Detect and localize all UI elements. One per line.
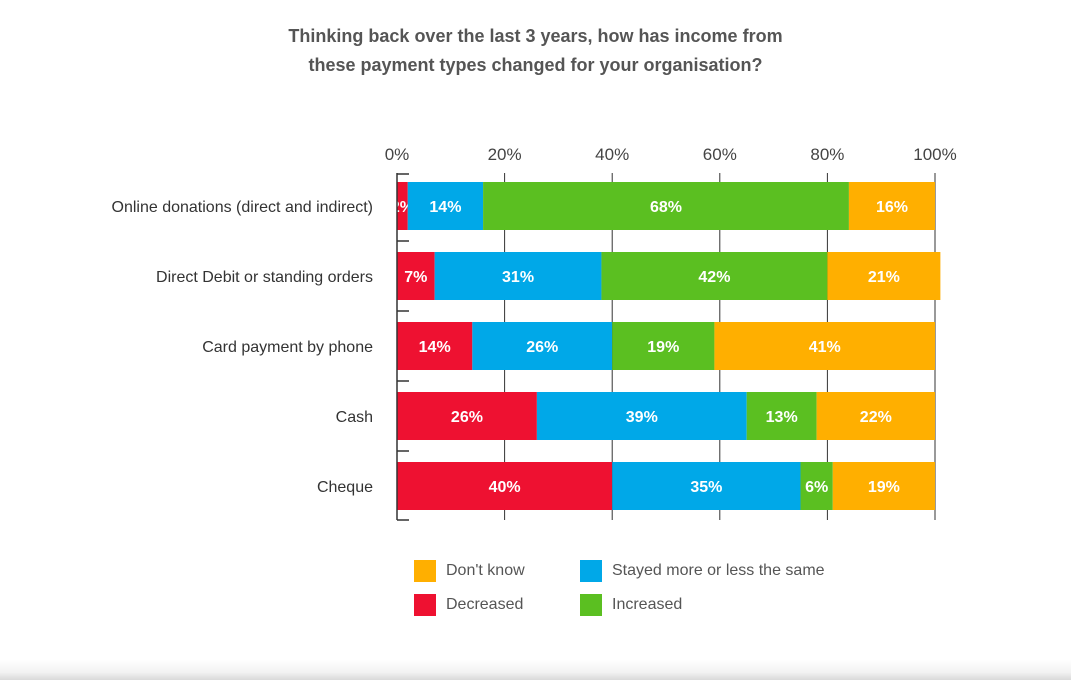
data-label: 22% [860, 409, 892, 426]
bar-don-t-know-card-payment-by-phone [714, 322, 935, 370]
legend-label-decreased: Decreased [446, 596, 524, 613]
data-label: 13% [766, 409, 798, 426]
data-label: 42% [698, 269, 730, 286]
data-label: 26% [526, 339, 558, 356]
data-label: 19% [868, 479, 900, 496]
legend-label-stayed-same: Stayed more or less the same [612, 562, 825, 579]
x-tick-label: 60% [703, 145, 737, 164]
category-label-cash: Cash [336, 409, 373, 426]
bar-don-t-know-cash [816, 392, 935, 440]
bar-don-t-know-cheque [832, 462, 935, 510]
chart-title: Thinking back over the last 3 years, how… [0, 22, 1071, 80]
chart-title-line-2: these payment types changed for your org… [308, 55, 763, 75]
category-label-cheque: Cheque [317, 479, 373, 496]
bar-increased-online-donations-direct-and-indirect [483, 182, 849, 230]
bar-decreased-cash [397, 392, 537, 440]
legend-item-increased: Increased [580, 594, 682, 616]
data-label: 41% [809, 339, 841, 356]
data-label: 35% [690, 479, 722, 496]
bar-increased-cheque [800, 462, 833, 510]
x-tick-label: 80% [810, 145, 844, 164]
x-tick-label: 0% [385, 145, 410, 164]
bar-stayed-more-or-less-the-same-cheque [612, 462, 801, 510]
bar-stayed-more-or-less-the-same-cash [536, 392, 747, 440]
legend-item-dont-know: Don't know [414, 560, 525, 582]
stacked-bar-chart: 0% 20% 40% 60% 80% 100% Online donations (dire… [112, 145, 957, 521]
bar-increased-direct-debit-or-standing-orders [601, 252, 828, 300]
legend-swatch-dont-know [414, 560, 436, 582]
legend-item-stayed-same: Stayed more or less the same [580, 560, 825, 582]
x-tick-label: 20% [488, 145, 522, 164]
x-tick-label: 100% [913, 145, 956, 164]
data-label: 39% [626, 409, 658, 426]
data-label: 16% [876, 199, 908, 216]
legend-swatch-decreased [414, 594, 436, 616]
bar-decreased-direct-debit-or-standing-orders [397, 252, 435, 300]
bar-decreased-online-donations-direct-and-indirect [397, 182, 408, 230]
bar-decreased-card-payment-by-phone [397, 322, 473, 370]
category-label-card-payment-by-phone: Card payment by phone [202, 339, 373, 356]
data-label: 14% [429, 199, 461, 216]
bar-stayed-more-or-less-the-same-direct-debit-or-standing-orders [434, 252, 602, 300]
data-label: 7% [404, 269, 427, 286]
bar-stayed-more-or-less-the-same-online-donations-direct-and-indirect [407, 182, 484, 230]
bar-don-t-know-direct-debit-or-standing-orders [827, 252, 941, 300]
bar-stayed-more-or-less-the-same-card-payment-by-phone [472, 322, 613, 370]
legend-swatch-stayed-same [580, 560, 602, 582]
chart-title-line-1: Thinking back over the last 3 years, how… [288, 26, 783, 46]
legend-label-increased: Increased [612, 596, 683, 613]
data-label: 68% [650, 199, 682, 216]
legend: Don't know Stayed more or less the same … [414, 560, 874, 620]
bar-increased-cash [746, 392, 817, 440]
data-label: 26% [451, 409, 483, 426]
data-label: 14% [419, 339, 451, 356]
data-label: 31% [502, 269, 534, 286]
legend-label-dont-know: Don't know [446, 562, 525, 579]
data-label: 21% [868, 269, 900, 286]
category-label-online-donations-direct-and-indirect: Online donations (direct and indirect) [112, 199, 373, 216]
data-label: 19% [647, 339, 679, 356]
bar-don-t-know-online-donations-direct-and-indirect [848, 182, 935, 230]
data-label: 6% [805, 479, 828, 496]
data-label: 40% [489, 479, 521, 496]
legend-swatch-increased [580, 594, 602, 616]
bar-decreased-cheque [397, 462, 613, 510]
category-label-direct-debit-or-standing-orders: Direct Debit or standing orders [156, 269, 373, 286]
x-tick-label: 40% [595, 145, 629, 164]
bar-increased-card-payment-by-phone [612, 322, 715, 370]
legend-item-decreased: Decreased [414, 594, 523, 616]
